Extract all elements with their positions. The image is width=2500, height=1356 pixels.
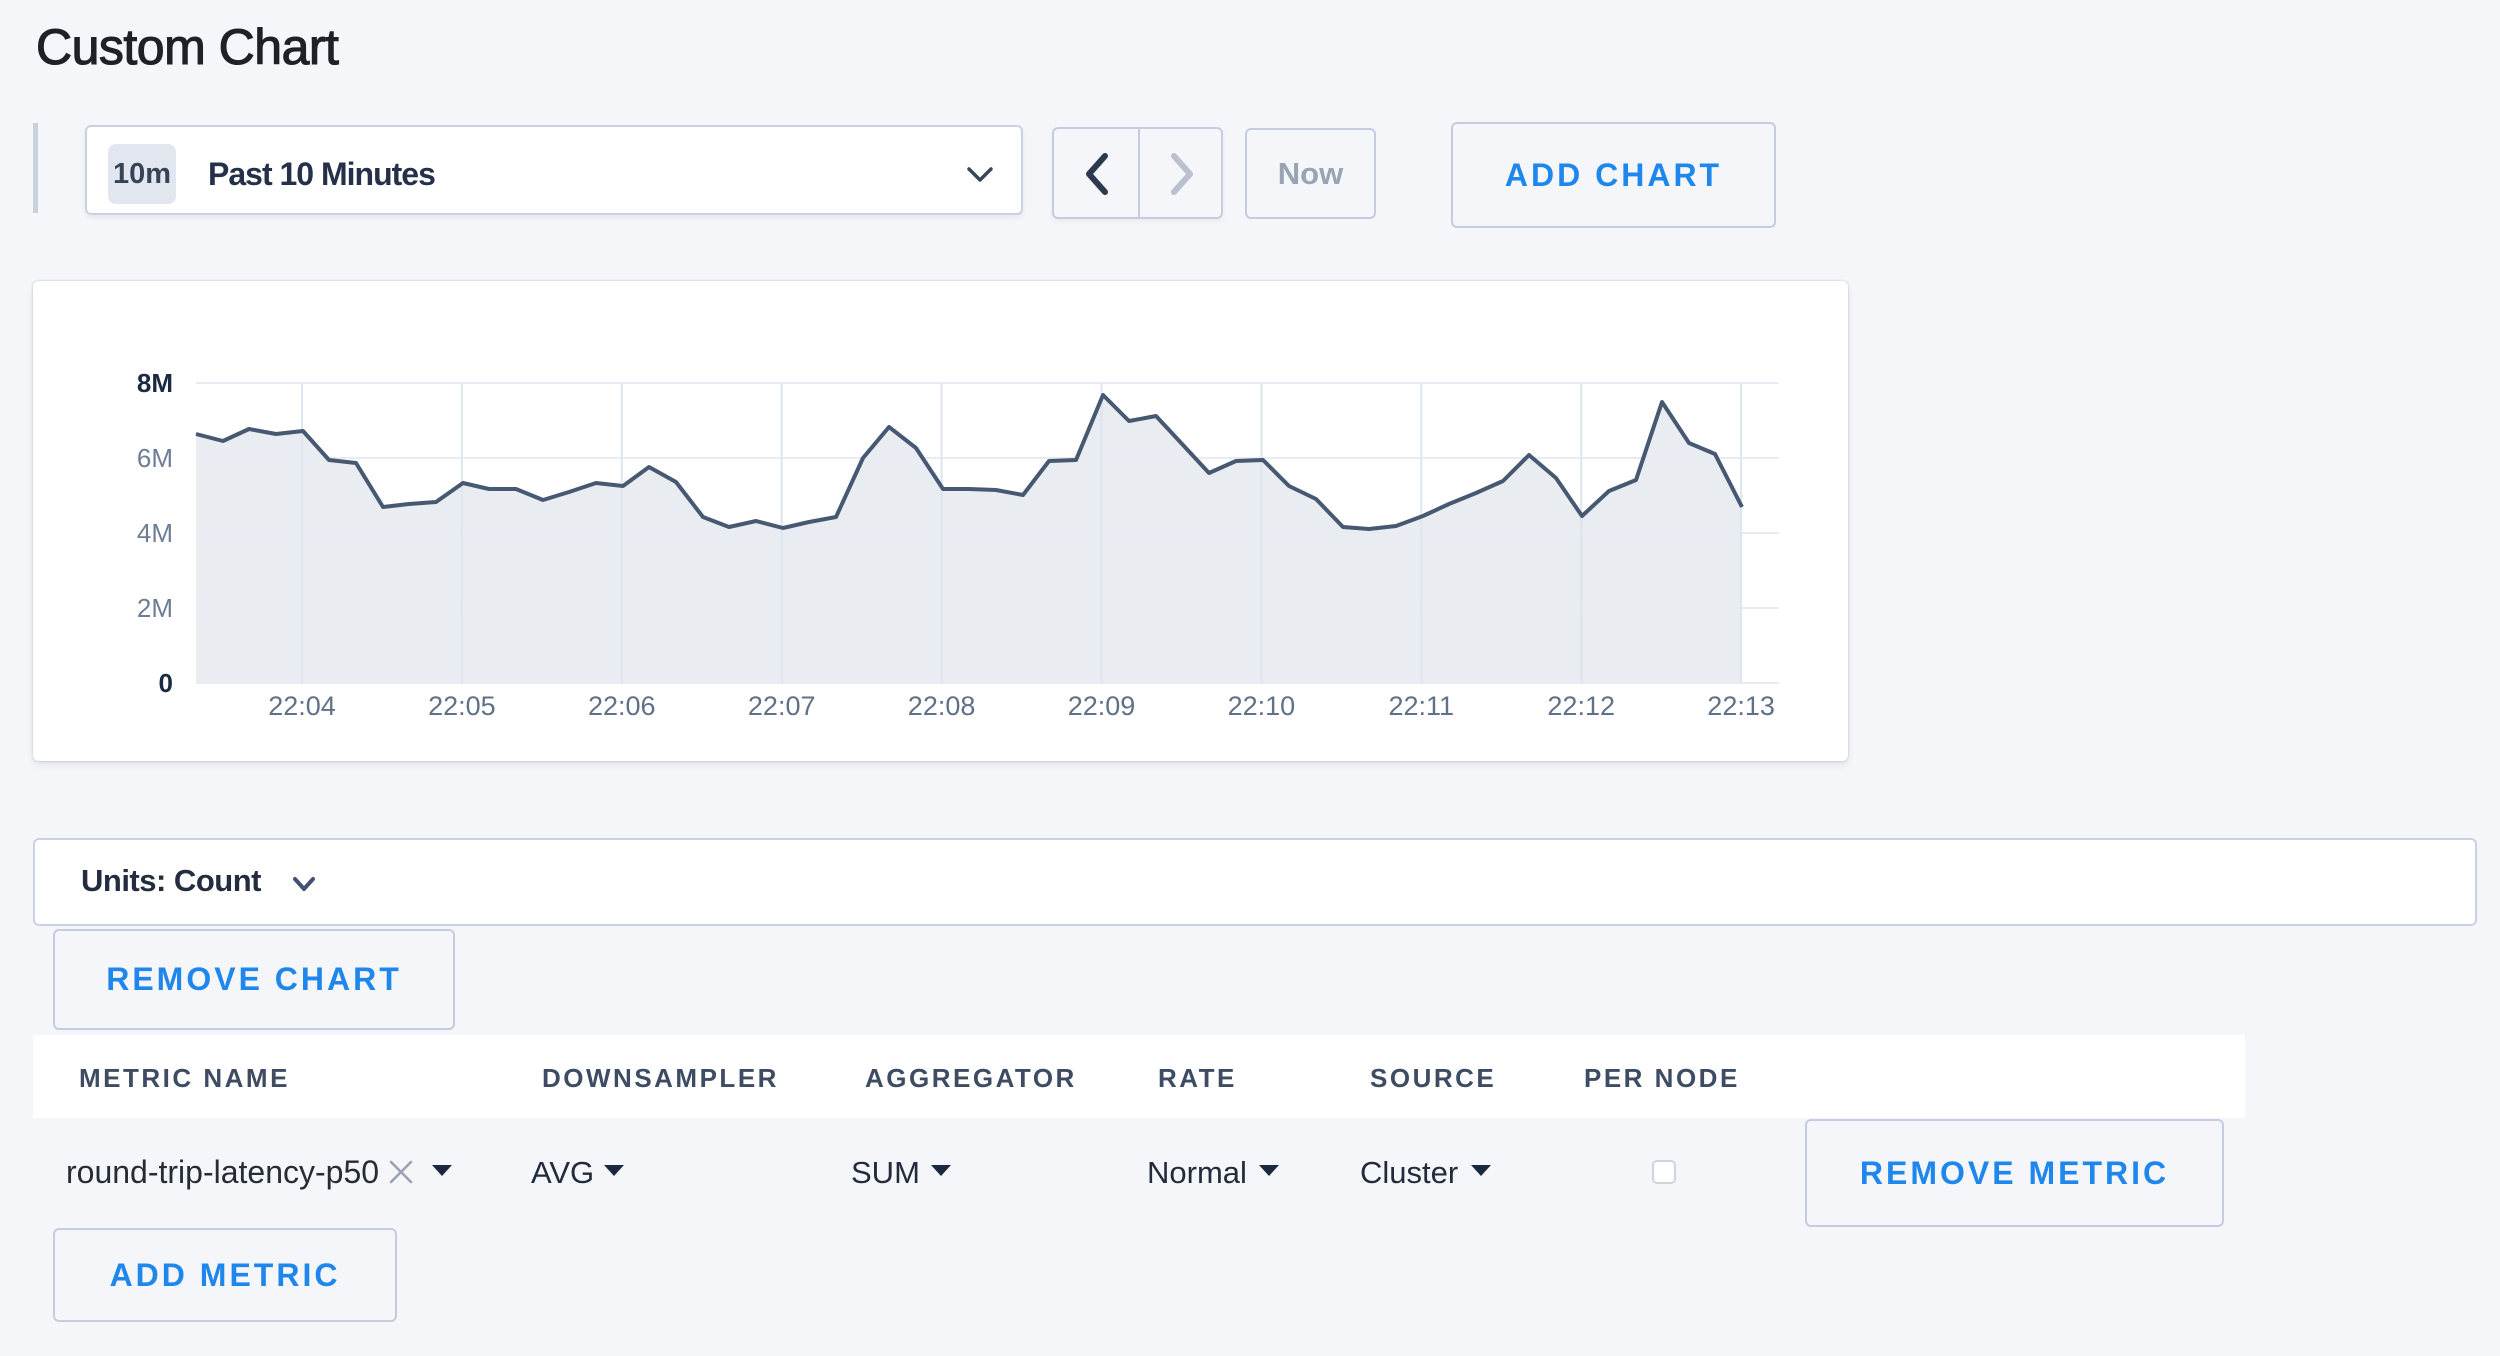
svg-text:22:07: 22:07 [748, 691, 816, 721]
svg-text:4M: 4M [137, 518, 173, 548]
svg-text:22:10: 22:10 [1228, 691, 1296, 721]
svg-text:22:06: 22:06 [588, 691, 656, 721]
svg-text:22:12: 22:12 [1547, 691, 1615, 721]
svg-text:8M: 8M [137, 368, 173, 398]
svg-text:22:11: 22:11 [1389, 691, 1455, 721]
svg-text:22:04: 22:04 [268, 691, 336, 721]
svg-text:22:13: 22:13 [1707, 691, 1775, 721]
svg-text:0: 0 [159, 668, 173, 698]
svg-text:22:08: 22:08 [908, 691, 976, 721]
svg-text:6M: 6M [137, 443, 173, 473]
svg-text:22:05: 22:05 [428, 691, 496, 721]
svg-text:22:09: 22:09 [1068, 691, 1136, 721]
svg-text:2M: 2M [137, 593, 173, 623]
